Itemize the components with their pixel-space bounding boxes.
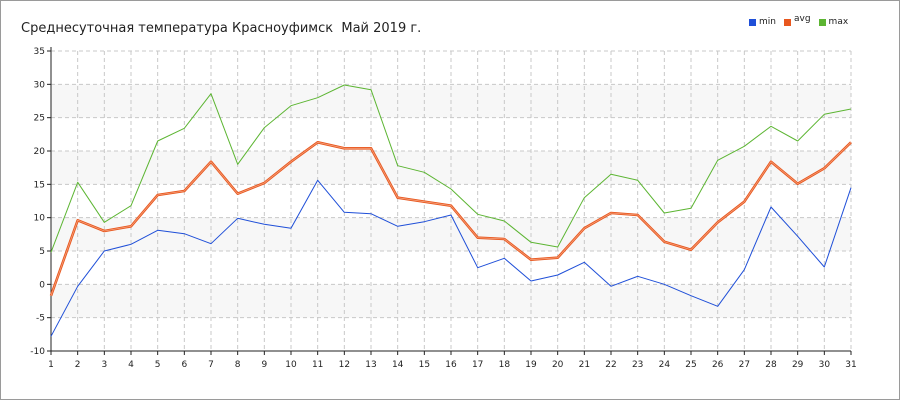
x-tick-label: 14: [392, 360, 404, 370]
x-tick-label: 7: [208, 360, 214, 370]
x-tick-label: 15: [419, 360, 430, 370]
x-tick-label: 31: [845, 360, 856, 370]
y-tick-label: -10: [30, 347, 45, 357]
x-tick-label: 1: [48, 360, 54, 370]
legend-label-avg: avg: [793, 14, 811, 24]
x-tick-label: 26: [712, 360, 724, 370]
series-line-highlight-avg: [50, 141, 852, 296]
series-line-max: [50, 84, 852, 253]
x-tick-label: 16: [445, 360, 457, 370]
y-tick-label: 25: [34, 114, 45, 124]
legend-item-min: min: [749, 17, 776, 27]
x-tick-label: 6: [181, 360, 187, 370]
y-tick-label: 30: [34, 80, 46, 90]
y-tick-label: 0: [39, 280, 45, 290]
y-tick-label: 35: [34, 47, 45, 57]
y-tick-label: 20: [34, 147, 46, 157]
x-tick-label: 17: [472, 360, 483, 370]
legend-label-max: max: [828, 17, 849, 27]
legend-label-min: min: [759, 17, 776, 27]
x-tick-label: 23: [632, 360, 643, 370]
x-tick-label: 3: [101, 360, 107, 370]
legend-swatch-avg: [783, 18, 791, 26]
x-tick-label: 10: [285, 360, 297, 370]
legend-swatch-max: [818, 18, 826, 26]
x-tick-label: 4: [128, 360, 134, 370]
x-tick-label: 5: [155, 360, 161, 370]
x-tick-label: 28: [765, 360, 777, 370]
x-tick-label: 8: [235, 360, 241, 370]
chart-legend: min avg max: [749, 14, 849, 27]
x-tick-label: 20: [552, 360, 564, 370]
x-tick-label: 29: [792, 360, 804, 370]
x-tick-label: 21: [579, 360, 590, 370]
x-tick-label: 13: [365, 360, 376, 370]
legend-swatch-min: [749, 18, 756, 26]
y-tick-label: 5: [39, 247, 45, 257]
x-tick-label: 19: [525, 360, 537, 370]
chart-title: Среднесуточная температура Красноуфимск …: [21, 21, 422, 36]
x-tick-label: 22: [605, 360, 616, 370]
x-tick-label: 2: [75, 360, 81, 370]
x-tick-label: 24: [659, 360, 671, 370]
x-tick-label: 27: [739, 360, 750, 370]
x-tick-label: 12: [339, 360, 350, 370]
x-tick-label: 11: [312, 360, 323, 370]
legend-item-avg: avg: [783, 14, 811, 26]
x-tick-label: 25: [685, 360, 696, 370]
series-line-min: [50, 179, 852, 337]
x-tick-label: 9: [261, 360, 267, 370]
y-tick-label: -5: [36, 314, 45, 324]
legend-item-max: max: [818, 17, 849, 27]
x-tick-label: 30: [819, 360, 831, 370]
y-tick-label: 10: [34, 214, 46, 224]
y-tick-label: 15: [34, 180, 45, 190]
x-tick-label: 18: [499, 360, 511, 370]
